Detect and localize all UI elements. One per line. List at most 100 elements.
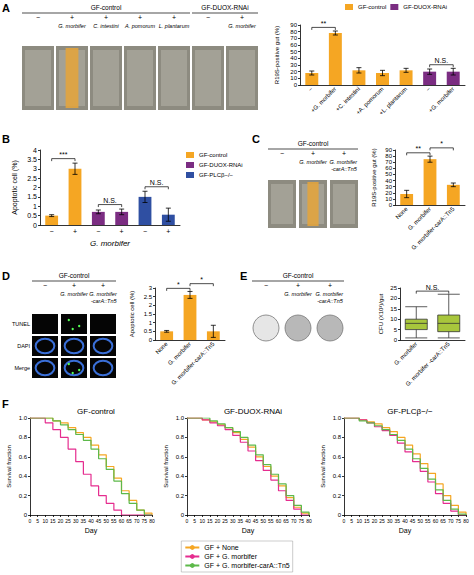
svg-text:5: 5: [193, 518, 196, 524]
svg-text:65: 65: [283, 518, 289, 524]
svg-text:60: 60: [385, 165, 392, 171]
svg-text:25: 25: [379, 518, 385, 524]
svg-text:10: 10: [42, 518, 48, 524]
svg-text:CFU (X10³)/gut: CFU (X10³)/gut: [378, 293, 384, 334]
svg-text:0.8: 0.8: [333, 434, 342, 440]
svg-text:GF + G. morbifer-carA::Tn5: GF + G. morbifer-carA::Tn5: [204, 562, 289, 569]
svg-text:G. morbifer: G. morbifer: [60, 291, 89, 297]
svg-text:G. morbifer: G. morbifer: [228, 23, 257, 29]
svg-text:*: *: [200, 276, 203, 283]
svg-text:25: 25: [222, 518, 228, 524]
svg-text:1.5: 1.5: [144, 311, 153, 317]
svg-text:G. morbifer: G. morbifer: [299, 159, 328, 165]
svg-text:70: 70: [291, 518, 297, 524]
svg-text:+G. morbifer: +G. morbifer: [427, 86, 455, 114]
svg-text:50: 50: [103, 518, 109, 524]
svg-text:0.2: 0.2: [176, 493, 185, 499]
svg-text:+: +: [72, 282, 76, 289]
svg-text:F: F: [2, 398, 9, 410]
svg-text:+: +: [342, 150, 346, 157]
svg-text:45: 45: [253, 518, 259, 524]
svg-text:C. intestini: C. intestini: [93, 23, 119, 29]
svg-text:**: **: [321, 20, 327, 27]
svg-text:0.6: 0.6: [19, 454, 28, 460]
svg-text:***: ***: [59, 151, 67, 158]
svg-text:1.0: 1.0: [333, 415, 342, 421]
svg-text:60: 60: [119, 518, 125, 524]
svg-text:3: 3: [33, 165, 37, 172]
svg-text:25: 25: [65, 518, 71, 524]
svg-text:+: +: [328, 282, 332, 289]
svg-text:75: 75: [456, 518, 462, 524]
svg-text:50: 50: [385, 171, 392, 177]
svg-text:10: 10: [390, 316, 397, 322]
svg-text:2: 2: [33, 184, 37, 191]
svg-text:GF-DUOX-RNAi: GF-DUOX-RNAi: [403, 4, 447, 10]
svg-text:B: B: [2, 133, 10, 145]
svg-text:D: D: [2, 270, 10, 282]
svg-text:5: 5: [350, 518, 353, 524]
svg-text:A. pomorum: A. pomorum: [124, 23, 155, 29]
svg-text:−: −: [36, 14, 40, 21]
svg-text:45: 45: [96, 518, 102, 524]
svg-text:Apoptotic cell (%): Apoptotic cell (%): [11, 160, 19, 214]
svg-text:L. plantarum: L. plantarum: [159, 23, 190, 29]
svg-text:N.S.: N.S.: [150, 179, 164, 186]
svg-text:0.4: 0.4: [176, 473, 185, 479]
svg-text:-carA::Tn5: -carA::Tn5: [317, 298, 344, 304]
svg-text:GF + G. morbifer: GF + G. morbifer: [204, 553, 257, 560]
svg-text:10: 10: [290, 75, 297, 81]
svg-text:0.4: 0.4: [19, 473, 28, 479]
svg-text:−: −: [206, 14, 210, 21]
svg-text:+: +: [311, 150, 315, 157]
svg-text:GF-DUOX-RNAi: GF-DUOX-RNAi: [199, 162, 243, 168]
svg-text:Day: Day: [399, 527, 412, 535]
svg-text:20: 20: [58, 518, 64, 524]
svg-text:+: +: [138, 14, 142, 21]
svg-text:15: 15: [207, 518, 213, 524]
svg-text:GF-control: GF-control: [199, 152, 227, 158]
svg-text:60: 60: [276, 518, 282, 524]
svg-text:Day: Day: [242, 527, 255, 535]
svg-text:0: 0: [394, 337, 398, 343]
svg-text:Survival fraction: Survival fraction: [320, 445, 326, 488]
svg-text:65: 65: [126, 518, 132, 524]
svg-text:TUNEL: TUNEL: [12, 321, 30, 327]
svg-text:50: 50: [290, 49, 297, 55]
svg-text:GF-control: GF-control: [77, 407, 115, 416]
svg-text:+G. morbifer: +G. morbifer: [310, 86, 338, 114]
svg-text:GF-DUOX-RNAi: GF-DUOX-RNAi: [201, 4, 248, 11]
svg-text:+: +: [240, 14, 244, 21]
svg-text:0: 0: [149, 337, 153, 343]
svg-text:GF-control: GF-control: [59, 272, 90, 279]
svg-text:C: C: [252, 133, 260, 145]
svg-text:25: 25: [390, 285, 397, 291]
svg-text:0: 0: [338, 512, 342, 518]
svg-text:0: 0: [343, 518, 346, 524]
svg-text:70: 70: [448, 518, 454, 524]
svg-text:10: 10: [199, 518, 205, 524]
svg-text:DAPI: DAPI: [17, 343, 30, 349]
svg-text:Apoptotic cell (%): Apoptotic cell (%): [129, 291, 135, 338]
svg-text:0.5: 0.5: [27, 212, 37, 219]
svg-text:+: +: [296, 282, 300, 289]
svg-text:+: +: [73, 228, 77, 235]
svg-text:35: 35: [238, 518, 244, 524]
svg-text:75: 75: [299, 518, 305, 524]
svg-text:0.5: 0.5: [144, 328, 153, 334]
svg-text:−: −: [425, 86, 432, 93]
svg-text:55: 55: [268, 518, 274, 524]
svg-text:40: 40: [402, 518, 408, 524]
svg-text:0.2: 0.2: [333, 493, 342, 499]
svg-text:GF-control: GF-control: [283, 272, 314, 279]
svg-text:N.S.: N.S.: [426, 284, 440, 291]
svg-text:30: 30: [73, 518, 79, 524]
svg-text:15: 15: [364, 518, 370, 524]
svg-text:0.8: 0.8: [176, 434, 185, 440]
svg-text:−: −: [280, 150, 284, 157]
svg-text:0: 0: [24, 512, 28, 518]
svg-text:1.0: 1.0: [176, 415, 185, 421]
svg-text:15: 15: [390, 306, 397, 312]
svg-text:G. morbifer: G. morbifer: [89, 291, 118, 297]
svg-text:G. morbifer-carA::Tn5: G. morbifer-carA::Tn5: [410, 205, 456, 251]
